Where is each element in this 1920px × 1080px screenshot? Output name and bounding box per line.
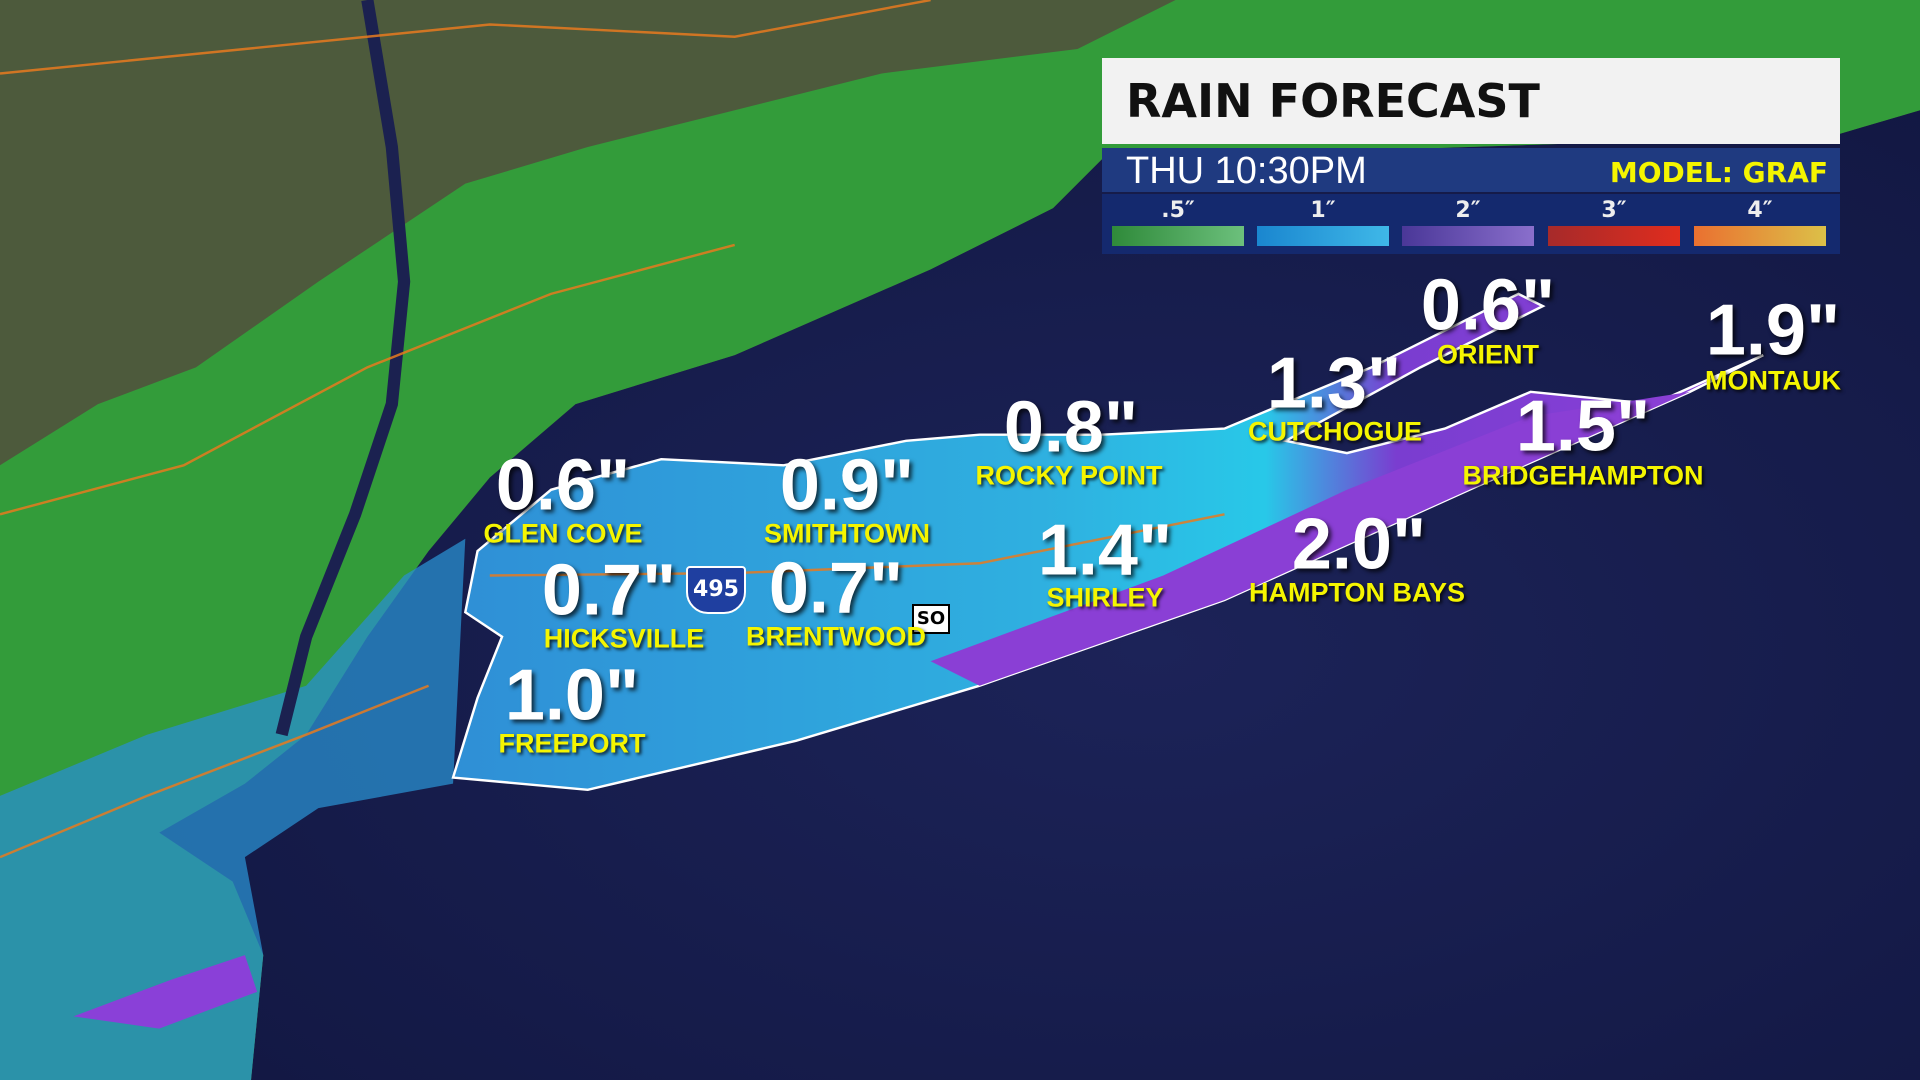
amount-hampton-bays: 2.0" (1291, 504, 1427, 585)
city-hicksville: HICKSVILLE (543, 623, 705, 654)
legend-label: 1″ (1310, 198, 1336, 223)
legend-item: .5″ (1112, 198, 1244, 246)
legend-label: 3″ (1601, 198, 1627, 223)
city-orient: ORIENT (1436, 339, 1540, 370)
amount-glen-cove: 0.6" (495, 445, 631, 526)
amount-cutchogue: 1.3" (1266, 343, 1402, 424)
legend-bar (1548, 226, 1680, 246)
legend-bar (1402, 226, 1534, 246)
legend: .5″ 1″ 2″ 3″ 4″ (1102, 194, 1840, 254)
amount-bridgehampton: 1.5" (1515, 386, 1651, 467)
legend-label: 2″ (1455, 198, 1481, 223)
amount-smithtown: 0.9" (779, 445, 915, 526)
legend-item: 3″ (1548, 198, 1680, 246)
city-cutchogue: CUTCHOGUE (1248, 416, 1422, 447)
legend-bar (1694, 226, 1826, 246)
amount-rocky-point: 0.8" (1003, 387, 1139, 468)
legend-bar (1257, 226, 1389, 246)
city-rocky-point: ROCKY POINT (975, 460, 1163, 491)
city-shirley: SHIRLEY (1046, 582, 1164, 613)
city-glen-cove: GLEN COVE (483, 518, 643, 549)
legend-item: 4″ (1694, 198, 1826, 246)
title: RAIN FORECAST (1126, 74, 1540, 128)
hudson-river (275, 0, 411, 737)
amount-freeport: 1.0" (504, 655, 640, 736)
state-route-label: SO (916, 608, 946, 629)
city-smithtown: SMITHTOWN (764, 518, 930, 549)
amount-orient: 0.6" (1420, 265, 1556, 346)
amount-hicksville: 0.7" (541, 550, 677, 631)
info-bar: THU 10:30PM MODEL: GRAF (1102, 148, 1840, 192)
amount-shirley: 1.4" (1037, 510, 1173, 591)
legend-item: 1″ (1257, 198, 1389, 246)
title-bar: RAIN FORECAST (1102, 58, 1840, 144)
rain-blue-area (0, 538, 466, 1080)
interstate-number: 495 (693, 577, 739, 602)
highways (0, 0, 1225, 859)
amount-brentwood: 0.7" (768, 548, 904, 629)
legend-label: .5″ (1161, 198, 1195, 223)
state-route-shield: SO (912, 604, 950, 634)
city-brentwood: BRENTWOOD (746, 621, 926, 652)
amount-montauk: 1.9" (1705, 290, 1841, 371)
legend-label: 4″ (1747, 198, 1773, 223)
interstate-shield: 495 (686, 566, 746, 614)
legend-bar (1112, 226, 1244, 246)
city-hampton-bays: HAMPTON BAYS (1248, 577, 1466, 608)
city-bridgehampton: BRIDGEHAMPTON (1462, 460, 1704, 491)
long-island (451, 292, 1764, 792)
forecast-time: THU 10:30PM (1126, 150, 1367, 192)
model-name: MODEL: GRAF (1609, 156, 1828, 189)
south-shore-purple (930, 391, 1690, 686)
rain-purple-area (73, 955, 258, 1029)
city-freeport: FREEPORT (498, 728, 646, 759)
legend-item: 2″ (1402, 198, 1534, 246)
city-montauk: MONTAUK (1705, 365, 1841, 396)
